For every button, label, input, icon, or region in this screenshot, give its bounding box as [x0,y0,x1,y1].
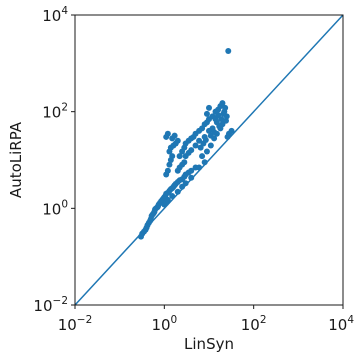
data-point [164,167,171,174]
data-point [182,180,189,187]
y-tick-label: 102 [42,102,68,122]
x-tick-label: 104 [328,314,354,334]
data-point [222,104,229,111]
data-point [174,137,181,144]
x-tick-label: 102 [241,314,267,334]
data-point [215,112,222,119]
data-point [176,153,183,160]
reference-line [74,14,344,306]
data-point [164,196,171,203]
data-points [137,47,235,240]
data-point [182,153,189,160]
data-point [202,136,209,143]
data-point [203,148,210,155]
data-point [196,164,203,171]
data-point [199,153,206,160]
data-point [166,161,173,168]
y-tick-label: 100 [42,198,68,218]
data-point [203,110,210,117]
x-axis-ticks: 10−2 100 102 104 [58,305,354,334]
y-axis-ticks: 10−2 100 102 104 [33,5,75,315]
data-point [174,167,181,174]
data-point [206,104,212,111]
data-point [169,153,176,160]
x-axis-label: LinSyn [184,335,234,353]
y-axis-label: AutoLiRPA [7,121,25,198]
data-point [224,133,231,140]
data-point [207,142,214,149]
data-point [192,142,199,149]
data-point [222,117,229,124]
y-tick-label: 10−2 [33,295,68,315]
data-point [225,47,232,54]
x-tick-label: 10−2 [58,314,93,334]
x-tick-label: 100 [151,314,177,334]
data-point [188,174,195,181]
data-point [228,127,235,134]
data-point [164,130,171,137]
y-tick-label: 104 [42,5,68,25]
data-point [188,167,195,174]
data-point [218,116,225,123]
data-point [211,128,218,135]
data-point [196,137,203,144]
data-point [219,100,226,107]
data-point [174,188,181,195]
data-point [171,132,178,139]
data-point [220,110,227,117]
data-point [206,127,212,134]
data-point [169,192,176,199]
data-point [216,123,223,130]
data-point [201,159,208,166]
plot-frame [74,14,344,306]
